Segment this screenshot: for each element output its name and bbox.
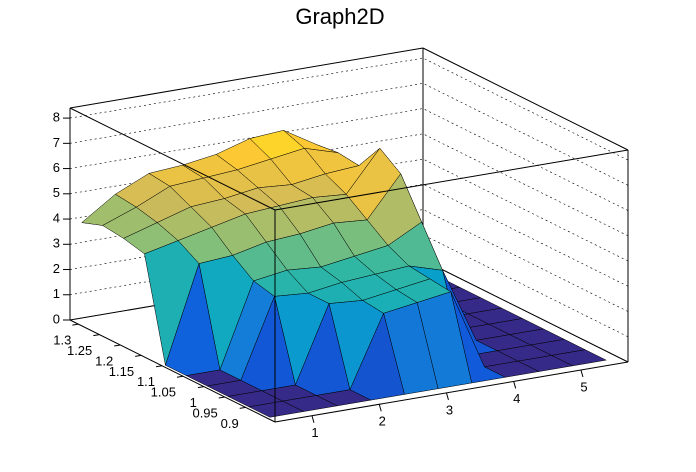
box-edge — [69, 319, 276, 423]
grid-line — [69, 133, 629, 237]
box-edge — [69, 107, 276, 211]
box-edge — [69, 47, 424, 109]
grid-line — [69, 158, 629, 262]
y-tick — [218, 396, 225, 399]
z-tick-label: 1 — [53, 286, 60, 301]
x-tick-label: 2 — [379, 414, 386, 429]
y-tick-label: 1.25 — [67, 343, 92, 358]
y-tick-label: 1.15 — [109, 364, 134, 379]
box-edge — [422, 47, 629, 151]
grid-line — [69, 83, 629, 186]
x-tick — [580, 369, 584, 378]
grid-line — [69, 57, 629, 161]
x-tick — [445, 392, 449, 400]
x-tick — [513, 381, 517, 389]
grid-line — [69, 183, 629, 287]
chart-title: Graph2D — [295, 4, 384, 29]
y-tick — [72, 323, 79, 326]
box-edge — [274, 149, 629, 211]
x-tick — [378, 404, 382, 412]
y-tick-label: 1.05 — [151, 385, 176, 400]
surface-cell — [248, 400, 305, 418]
y-tick-label: 1.2 — [95, 353, 113, 368]
y-tick-label: 0.95 — [192, 405, 217, 420]
y-tick — [135, 354, 142, 357]
z-tick-label: 6 — [53, 160, 60, 175]
y-tick — [176, 375, 184, 378]
z-tick-label: 7 — [53, 135, 60, 150]
z-tick-label: 4 — [53, 210, 60, 225]
x-tick-label: 3 — [446, 402, 453, 417]
box-edge — [274, 361, 629, 423]
z-tick-label: 2 — [53, 261, 60, 276]
grid-line — [69, 259, 629, 363]
x-tick-label: 1 — [311, 425, 318, 440]
x-tick-label: 5 — [580, 379, 587, 394]
z-tick-label: 3 — [53, 236, 60, 251]
y-tick — [93, 334, 100, 337]
y-tick-label: 1.1 — [137, 374, 155, 389]
z-tick-label: 8 — [53, 110, 60, 125]
grid-line — [69, 234, 629, 338]
z-tick-label: 5 — [53, 185, 60, 200]
z-tick-label: 0 — [53, 311, 60, 326]
y-tick — [239, 406, 246, 409]
grid-line — [69, 209, 629, 312]
x-tick — [311, 415, 315, 423]
y-tick — [114, 344, 121, 347]
y-tick-label: 1 — [190, 395, 197, 410]
grid-line — [69, 108, 629, 211]
y-tick-label: 0.9 — [221, 416, 239, 431]
y-tick — [155, 365, 163, 368]
y-tick-label: 1.3 — [53, 333, 71, 348]
y-tick — [197, 386, 204, 389]
x-tick-label: 4 — [513, 391, 520, 406]
